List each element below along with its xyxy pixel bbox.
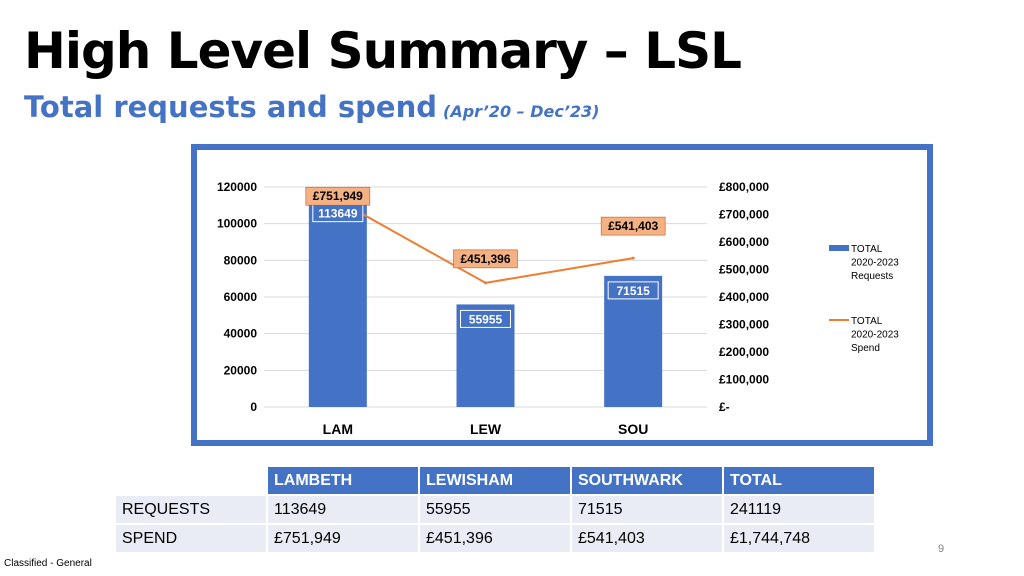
page-subtitle: Total requests and spend (Apr’20 – Dec’23…: [24, 90, 599, 124]
legend-bar-swatch: [829, 245, 849, 251]
line-data-label-box: [305, 186, 371, 206]
left-tick-label: 80000: [224, 253, 258, 267]
bar-data-label-box: [607, 281, 659, 300]
category-label: LEW: [470, 421, 502, 437]
legend-label: Spend: [851, 343, 880, 354]
table-cell: £451,396: [420, 525, 570, 552]
line-data-label: £751,949: [313, 189, 363, 203]
left-tick-label: 0: [250, 400, 257, 414]
left-tick-label: 40000: [224, 327, 258, 341]
table-corner-cell: [116, 467, 266, 494]
table-header-lewisham: LEWISHAM: [420, 467, 570, 494]
classification-label: Classified - General: [4, 558, 92, 569]
right-tick-label: £-: [719, 400, 730, 414]
page-number: 9: [938, 543, 945, 555]
table-header-total: TOTAL: [724, 467, 874, 494]
table-header-row: LAMBETH LEWISHAM SOUTHWARK TOTAL: [116, 467, 874, 494]
chart-frame: 120000 100000 80000 60000 40000 20000 0 £800,00…: [191, 144, 933, 446]
right-tick-label: £800,000: [719, 180, 769, 194]
right-tick-label: £300,000: [719, 318, 769, 332]
legend-label: TOTAL: [851, 316, 883, 327]
left-tick-label: 20000: [224, 363, 258, 377]
combo-chart: 120000 100000 80000 60000 40000 20000 0 £800,00…: [217, 180, 899, 437]
table-row-spend: SPEND £751,949 £451,396 £541,403 £1,744,…: [116, 525, 874, 552]
bar-data-label: 55955: [469, 312, 503, 326]
right-tick-label: £600,000: [719, 235, 769, 249]
table-cell: £751,949: [268, 525, 418, 552]
table-header-southwark: SOUTHWARK: [572, 467, 722, 494]
spend-point: [631, 256, 635, 260]
line-data-label: £451,396: [460, 252, 510, 266]
left-tick-label: 60000: [224, 290, 258, 304]
bar-data-label-box: [460, 309, 511, 328]
subtitle-period: (Apr’20 – Dec’23): [443, 102, 600, 121]
line-data-label-box: [600, 216, 666, 236]
left-tick-label: 100000: [217, 217, 257, 231]
legend-label: Requests: [851, 271, 893, 282]
table-row-requests: REQUESTS 113649 55955 71515 241119: [116, 496, 874, 523]
legend-label: 2020-2023: [851, 330, 899, 341]
spend-line: [337, 199, 634, 284]
line-data-label-box: [453, 249, 518, 269]
right-tick-label: £700,000: [719, 208, 769, 222]
table-cell: 113649: [268, 496, 418, 523]
right-tick-label: £500,000: [719, 263, 769, 277]
legend-label: 2020-2023: [851, 258, 899, 269]
legend-label: TOTAL: [851, 244, 883, 255]
category-label: LAM: [323, 421, 353, 437]
bar: [308, 198, 367, 407]
table-cell: 55955: [420, 496, 570, 523]
bar-data-label: 113649: [318, 207, 358, 221]
table-row-label: SPEND: [116, 525, 266, 552]
left-tick-label: 120000: [217, 180, 257, 194]
line-data-label: £541,403: [608, 219, 658, 233]
table-row-label: REQUESTS: [116, 496, 266, 523]
right-tick-label: £200,000: [719, 345, 769, 359]
bar-data-label: 71515: [616, 284, 650, 298]
right-tick-label: £100,000: [719, 373, 769, 387]
table-header-lambeth: LAMBETH: [268, 467, 418, 494]
spend-point: [484, 281, 487, 285]
table-cell: 71515: [572, 496, 722, 523]
table-cell: £1,744,748: [724, 525, 874, 552]
subtitle-text: Total requests and spend: [24, 90, 438, 124]
category-label: SOU: [618, 421, 648, 437]
summary-table: LAMBETH LEWISHAM SOUTHWARK TOTAL REQUEST…: [114, 465, 876, 554]
right-tick-label: £400,000: [719, 290, 769, 304]
table-cell: £541,403: [572, 525, 722, 552]
table-cell: 241119: [724, 496, 874, 523]
page-title: High Level Summary – LSL: [24, 22, 742, 80]
